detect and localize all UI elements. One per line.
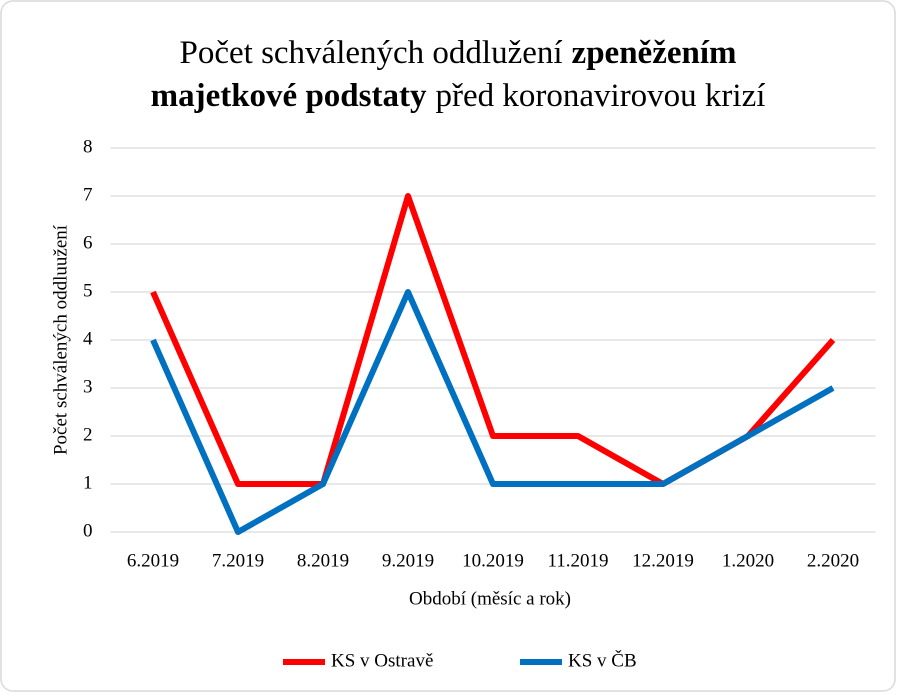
x-tick-label: 11.2019 (547, 550, 608, 571)
y-tick-label: 0 (83, 520, 93, 541)
series-line (150, 289, 835, 535)
y-axis-label: Počet schválených oddluužení (50, 224, 71, 455)
y-tick-label: 2 (83, 424, 93, 445)
y-tick-label: 7 (83, 184, 93, 205)
title-run: zpeněžením (572, 35, 737, 71)
chart-title: Počet schválených oddlužení zpeněžením (180, 35, 737, 71)
x-tick-label: 6.2019 (127, 550, 179, 571)
x-tick-label: 12.2019 (632, 550, 694, 571)
x-tick-label: 1.2020 (722, 550, 774, 571)
y-tick-label: 3 (83, 376, 93, 397)
title-run: majetkové podstaty (151, 78, 427, 114)
title-run: před koronavirovou krizí (436, 78, 766, 114)
x-tick-label: 7.2019 (212, 550, 264, 571)
legend-label: KS v Ostravě (331, 650, 433, 671)
chart-title: majetkové podstaty před koronavirovou kri… (151, 78, 766, 114)
y-tick-label: 1 (83, 472, 93, 493)
y-tick-label: 4 (83, 328, 93, 349)
legend-label: KS v ČB (568, 649, 637, 671)
x-tick-label: 9.2019 (382, 550, 434, 571)
title-run: Počet schválených oddlužení (180, 35, 563, 71)
x-tick-label: 2.2020 (807, 550, 859, 571)
y-tick-label: 8 (83, 136, 93, 157)
x-tick-label: 8.2019 (297, 550, 349, 571)
y-tick-label: 6 (83, 232, 93, 253)
y-tick-label: 5 (83, 280, 93, 301)
x-tick-label: 10.2019 (462, 550, 524, 571)
x-axis-label: Období (měsíc a rok) (409, 588, 571, 609)
